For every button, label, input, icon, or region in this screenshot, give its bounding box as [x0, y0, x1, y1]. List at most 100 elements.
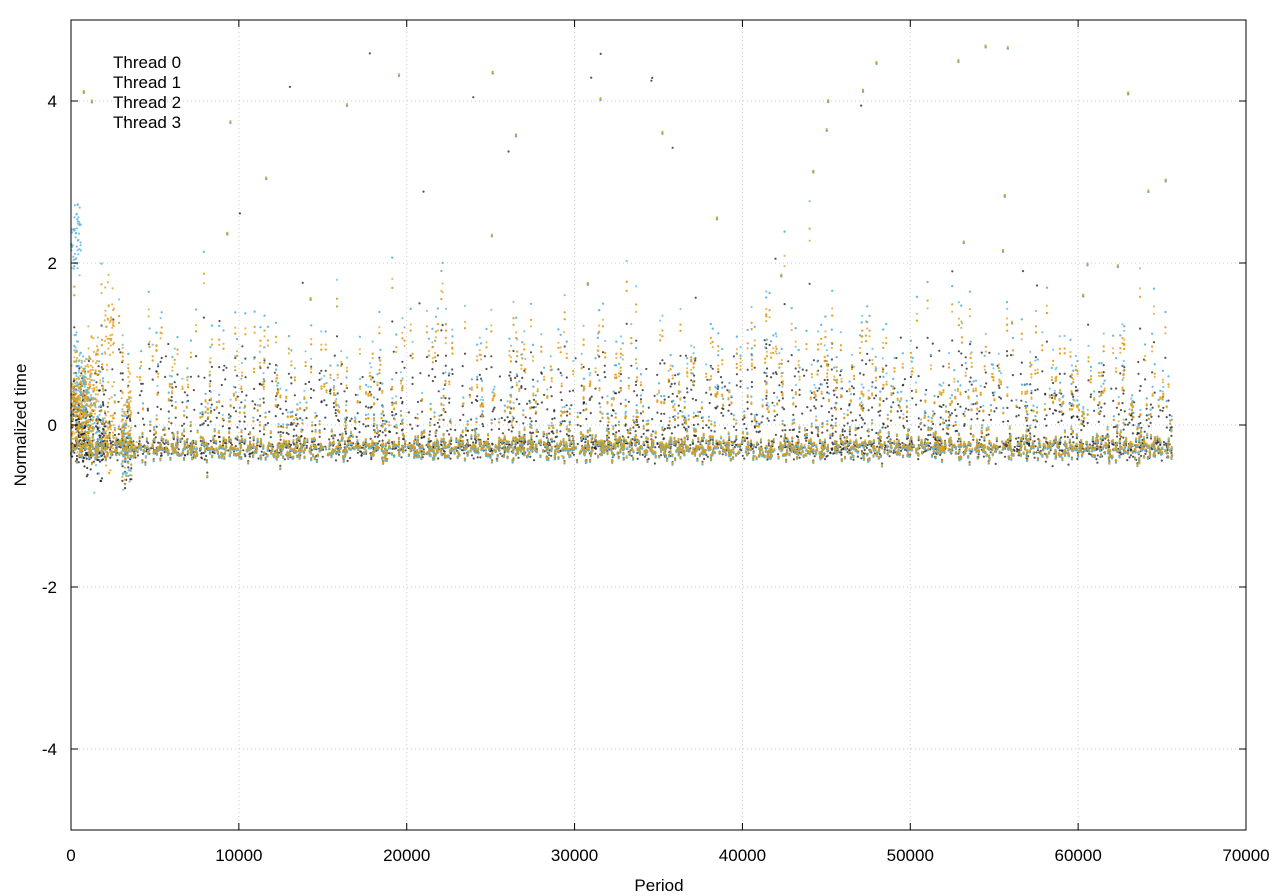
- data-point: [809, 409, 812, 412]
- data-point: [339, 433, 342, 436]
- data-point: [454, 428, 457, 432]
- data-point: [947, 384, 951, 387]
- data-point: [863, 452, 866, 455]
- data-point: [1151, 371, 1154, 374]
- data-point: [982, 419, 985, 422]
- data-point: [299, 442, 302, 445]
- data-point: [1043, 452, 1046, 455]
- data-point: [969, 376, 972, 379]
- data-point: [318, 378, 321, 381]
- data-point: [425, 355, 429, 359]
- data-point: [859, 372, 862, 375]
- data-point: [244, 455, 247, 458]
- data-point: [305, 446, 308, 449]
- data-point: [437, 390, 440, 393]
- data-point: [1045, 340, 1048, 343]
- data-point: [710, 429, 713, 432]
- data-point: [80, 372, 83, 375]
- data-point: [1045, 424, 1048, 427]
- data-point: [329, 388, 332, 391]
- data-point: [656, 373, 659, 376]
- data-point: [829, 451, 832, 454]
- data-point: [470, 418, 473, 421]
- data-point: [565, 404, 568, 407]
- data-point: [886, 425, 889, 428]
- data-point: [757, 431, 760, 434]
- data-point: [884, 446, 887, 449]
- data-point: [514, 376, 517, 379]
- data-point: [388, 452, 391, 455]
- data-point: [245, 394, 248, 397]
- data-point: [699, 410, 702, 414]
- data-point: [206, 471, 209, 474]
- data-point: [218, 440, 222, 443]
- data-point: [552, 432, 555, 435]
- data-point: [905, 437, 909, 440]
- data-point: [988, 351, 991, 354]
- data-point: [767, 442, 770, 445]
- data-point: [146, 407, 149, 410]
- data-point: [917, 458, 920, 461]
- data-point: [717, 370, 720, 373]
- data-point: [601, 351, 605, 354]
- data-point: [1123, 410, 1126, 413]
- data-point: [109, 448, 112, 451]
- data-point: [1128, 456, 1131, 459]
- data-point: [1061, 413, 1064, 416]
- data-point: [101, 401, 104, 404]
- data-point: [282, 431, 285, 434]
- data-point: [998, 396, 1001, 399]
- data-point: [411, 376, 414, 379]
- data-point: [244, 376, 247, 379]
- data-point: [645, 367, 648, 371]
- data-point: [509, 379, 513, 382]
- data-point: [171, 404, 174, 407]
- data-point: [446, 429, 449, 432]
- data-point: [663, 412, 666, 415]
- data-point: [1102, 371, 1105, 374]
- data-point: [167, 410, 170, 413]
- data-point: [679, 409, 682, 413]
- data-point: [1140, 454, 1143, 457]
- data-point: [773, 391, 776, 394]
- data-point: [706, 455, 709, 458]
- data-point: [73, 326, 76, 329]
- data-point: [636, 451, 639, 454]
- data-point: [942, 428, 945, 431]
- data-point: [915, 346, 919, 349]
- data-point: [967, 408, 970, 411]
- data-point: [979, 405, 982, 409]
- data-point: [459, 419, 462, 422]
- data-point: [778, 399, 781, 402]
- data-point: [260, 450, 263, 453]
- data-point: [442, 418, 445, 421]
- data-point: [903, 378, 907, 381]
- data-point: [906, 419, 909, 423]
- data-point: [871, 406, 874, 409]
- data-point: [106, 405, 109, 408]
- data-point: [522, 422, 525, 425]
- data-point: [290, 382, 293, 385]
- data-point: [510, 430, 513, 433]
- data-point: [980, 435, 983, 438]
- data-point: [627, 400, 630, 403]
- data-point: [781, 429, 784, 432]
- data-point: [444, 354, 448, 357]
- data-point: [227, 427, 230, 430]
- data-point: [476, 378, 479, 381]
- data-point: [535, 435, 538, 438]
- data-point: [1160, 459, 1163, 462]
- data-point: [557, 368, 560, 371]
- data-point: [318, 372, 321, 375]
- data-point: [289, 423, 292, 426]
- data-point: [75, 454, 79, 458]
- data-point: [606, 424, 610, 427]
- data-point: [361, 446, 364, 449]
- data-point: [663, 362, 666, 365]
- data-point: [746, 437, 749, 440]
- data-point: [136, 454, 139, 457]
- data-point: [895, 438, 899, 441]
- data-point: [841, 428, 844, 431]
- data-point: [346, 459, 349, 462]
- data-point: [472, 96, 475, 99]
